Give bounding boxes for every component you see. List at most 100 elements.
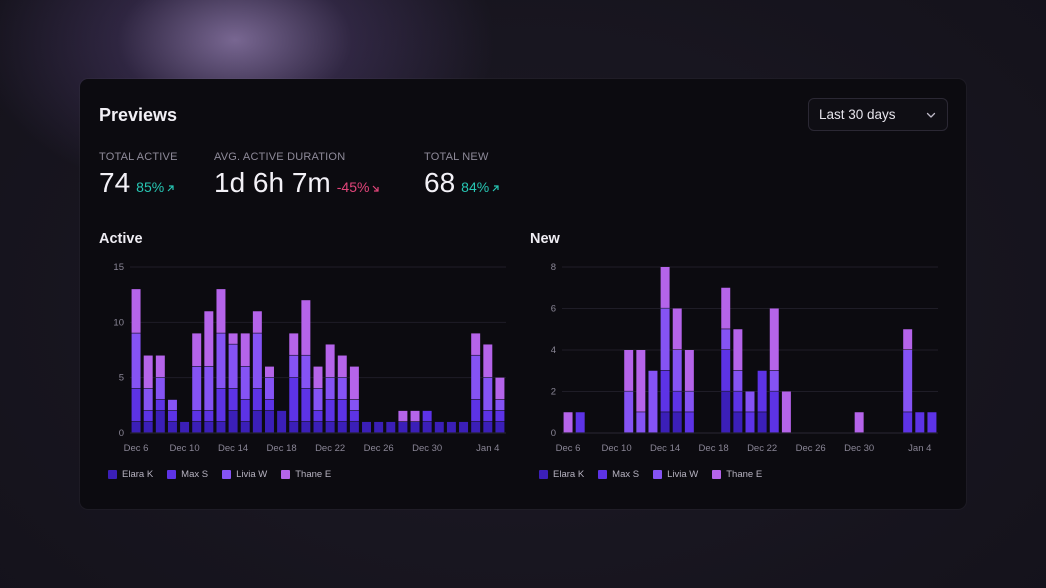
date-range-label: Last 30 days bbox=[819, 107, 896, 122]
bar-segment-livia-w bbox=[349, 399, 359, 411]
bar-segment-elara-k bbox=[398, 421, 408, 433]
bar-segment-livia-w bbox=[660, 308, 670, 371]
x-tick-label: Dec 30 bbox=[844, 443, 874, 454]
bar-segment-thane-e bbox=[721, 287, 731, 329]
bar-segment-elara-k bbox=[483, 421, 493, 433]
legend-item: Thane E bbox=[281, 469, 331, 480]
bar-segment-elara-k bbox=[446, 421, 456, 433]
y-tick-label: 5 bbox=[119, 373, 124, 384]
bar-segment-livia-w bbox=[769, 370, 779, 391]
bar-segment-thane-e bbox=[264, 366, 274, 378]
bar-segment-max-s bbox=[325, 399, 335, 422]
new-legend: Elara K Max S Livia W Thane E bbox=[539, 469, 762, 480]
bar-segment-thane-e bbox=[672, 308, 682, 350]
y-tick-label: 0 bbox=[119, 428, 124, 439]
y-tick-label: 2 bbox=[551, 387, 556, 398]
legend-item: Livia W bbox=[653, 469, 698, 480]
bar-segment-livia-w bbox=[672, 350, 682, 391]
bar-segment-thane-e bbox=[192, 333, 202, 366]
kpi-label: TOTAL NEW bbox=[424, 151, 489, 163]
date-range-dropdown[interactable]: Last 30 days bbox=[808, 98, 948, 131]
bar-segment-max-s bbox=[422, 410, 432, 422]
bar-segment-thane-e bbox=[216, 289, 226, 333]
kpi-change: -45% bbox=[337, 179, 381, 195]
bar-segment-elara-k bbox=[374, 421, 384, 433]
bar-segment-max-s bbox=[216, 388, 226, 422]
bar-segment-thane-e bbox=[252, 311, 262, 333]
kpi-value: 1d 6h 7m bbox=[214, 167, 331, 198]
bar-segment-thane-e bbox=[636, 350, 646, 412]
bar-segment-thane-e bbox=[471, 333, 481, 355]
bar-segment-livia-w bbox=[684, 391, 694, 412]
bar-segment-max-s bbox=[684, 412, 694, 433]
bar-segment-elara-k bbox=[192, 421, 202, 433]
new-chart: 0 2 4 6 8 Dec 6 Dec 10 Dec 14 Dec 18 Dec 22 Dec 26… bbox=[551, 262, 938, 454]
x-tick-label: Jan 4 bbox=[908, 443, 931, 454]
bar-segment-thane-e bbox=[903, 329, 913, 350]
bar-segment-elara-k bbox=[240, 421, 250, 433]
x-tick-label: Dec 18 bbox=[699, 443, 729, 454]
bar-segment-elara-k bbox=[131, 421, 141, 433]
bar-segment-max-s bbox=[240, 399, 250, 422]
bar-segment-max-s bbox=[313, 410, 323, 422]
bar-segment-livia-w bbox=[337, 377, 347, 400]
bar-segment-elara-k bbox=[422, 421, 432, 433]
arrow-up-right-icon bbox=[167, 185, 174, 192]
x-tick-label: Dec 10 bbox=[170, 443, 200, 454]
kpi-label: AVG. ACTIVE DURATION bbox=[214, 151, 346, 163]
bar-segment-elara-k bbox=[289, 421, 299, 433]
bar-segment-thane-e bbox=[289, 333, 299, 355]
bar-segment-elara-k bbox=[301, 421, 311, 433]
y-tick-label: 8 bbox=[551, 262, 556, 273]
bar-segment-thane-e bbox=[325, 344, 335, 378]
bar-segment-elara-k bbox=[672, 412, 682, 433]
bar-segment-thane-e bbox=[483, 344, 493, 378]
bar-segment-livia-w bbox=[903, 350, 913, 412]
bar-segment-max-s bbox=[204, 410, 214, 422]
bar-segment-livia-w bbox=[240, 366, 250, 400]
bar-segment-livia-w bbox=[252, 333, 262, 389]
bar-segment-thane-e bbox=[410, 410, 420, 422]
bar-segment-elara-k bbox=[252, 410, 262, 433]
bar-segment-livia-w bbox=[192, 366, 202, 411]
bar-segment-max-s bbox=[495, 410, 505, 422]
x-tick-label: Dec 10 bbox=[602, 443, 632, 454]
bar-segment-max-s bbox=[733, 391, 743, 412]
kpi-value: 74 bbox=[99, 167, 131, 198]
bar-segment-thane-e bbox=[398, 410, 408, 422]
bar-segment-thane-e bbox=[313, 366, 323, 389]
y-tick-label: 4 bbox=[551, 345, 556, 356]
x-tick-label: Dec 22 bbox=[747, 443, 777, 454]
bar-segment-elara-k bbox=[471, 421, 481, 433]
bar-segment-max-s bbox=[769, 391, 779, 433]
x-tick-label: Jan 4 bbox=[476, 443, 499, 454]
legend-item: Thane E bbox=[712, 469, 762, 480]
bar-segment-elara-k bbox=[143, 421, 153, 433]
legend-item: Elara K bbox=[539, 469, 584, 480]
bar-segment-max-s bbox=[228, 388, 238, 411]
new-chart-title: New bbox=[530, 231, 560, 247]
bar-segment-elara-k bbox=[386, 421, 396, 433]
bar-segment-elara-k bbox=[459, 421, 469, 433]
bar-segment-max-s bbox=[131, 388, 141, 422]
bar-segment-thane-e bbox=[204, 311, 214, 366]
bar-segment-elara-k bbox=[155, 410, 165, 433]
bar-segment-max-s bbox=[721, 350, 731, 391]
bar-segment-thane-e bbox=[301, 300, 311, 355]
bar-segment-max-s bbox=[167, 410, 177, 422]
bar-segment-livia-w bbox=[264, 377, 274, 400]
bar-segment-elara-k bbox=[660, 412, 670, 433]
y-tick-label: 6 bbox=[551, 304, 556, 315]
bar-segment-max-s bbox=[289, 377, 299, 422]
bar-segment-max-s bbox=[483, 410, 493, 422]
kpi-change: 84% bbox=[461, 179, 500, 195]
bar-segment-elara-k bbox=[757, 412, 767, 433]
bar-segment-thane-e bbox=[131, 289, 141, 333]
bar-segment-livia-w bbox=[289, 355, 299, 378]
bar-segment-elara-k bbox=[349, 421, 359, 433]
bar-segment-elara-k bbox=[277, 410, 287, 433]
bar-segment-elara-k bbox=[167, 421, 177, 433]
bar-segment-thane-e bbox=[337, 355, 347, 378]
bar-segment-elara-k bbox=[495, 421, 505, 433]
bar-segment-thane-e bbox=[781, 391, 791, 433]
